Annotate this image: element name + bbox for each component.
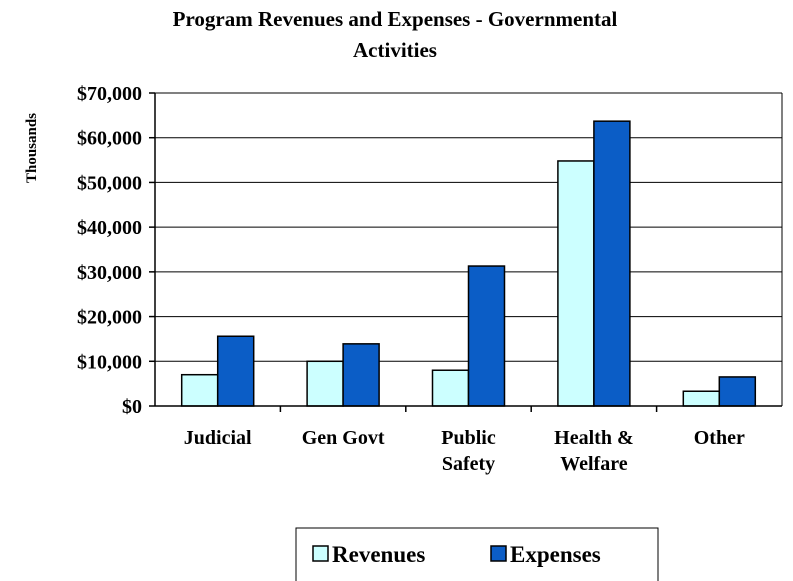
y-axis-label: Thousands [24, 113, 40, 183]
legend-box [295, 527, 659, 581]
bar-expenses [216, 335, 255, 407]
y-tick-label: $50,000 [77, 172, 142, 194]
legend: Revenues Expenses [295, 527, 659, 581]
x-category-label: Judicial [184, 427, 252, 449]
x-category-label: Gen Govt [302, 427, 385, 449]
y-tick-label: $10,000 [77, 351, 142, 373]
chart-title-line-1: Program Revenues and Expenses - Governme… [173, 7, 618, 31]
y-tick-label: $20,000 [77, 307, 142, 329]
x-category-label: Welfare [560, 453, 628, 475]
bar-revenues [180, 373, 219, 407]
bars [180, 120, 757, 407]
y-tick-label: $70,000 [77, 83, 142, 105]
bar-revenues [431, 369, 470, 407]
bar-revenues [557, 160, 595, 407]
bar-revenues [306, 360, 344, 407]
legend-label-expenses: Expenses [510, 542, 601, 567]
legend-label-revenues: Revenues [332, 542, 425, 567]
tick-labels: $0 $10,000 $20,000 $30,000 $40,000 $50,000 $60… [77, 83, 745, 475]
y-tick-label: $0 [122, 396, 142, 418]
bar-expenses [467, 265, 506, 407]
x-category-label: Public [441, 427, 496, 449]
chart-title-line-2: Activities [353, 38, 437, 62]
legend-swatch-revenues [312, 545, 329, 562]
y-tick-label: $60,000 [77, 128, 142, 150]
bar-expenses [342, 343, 380, 407]
x-category-label: Safety [442, 453, 495, 475]
x-category-label: Health & [554, 427, 633, 449]
legend-swatch-expenses [490, 545, 507, 562]
y-tick-label: $40,000 [77, 217, 142, 239]
bar-revenues [682, 390, 721, 407]
axes [149, 92, 783, 412]
bar-expenses [593, 120, 631, 407]
bar-expenses [718, 376, 757, 407]
y-tick-label: $30,000 [77, 262, 142, 284]
x-category-label: Other [694, 427, 745, 449]
